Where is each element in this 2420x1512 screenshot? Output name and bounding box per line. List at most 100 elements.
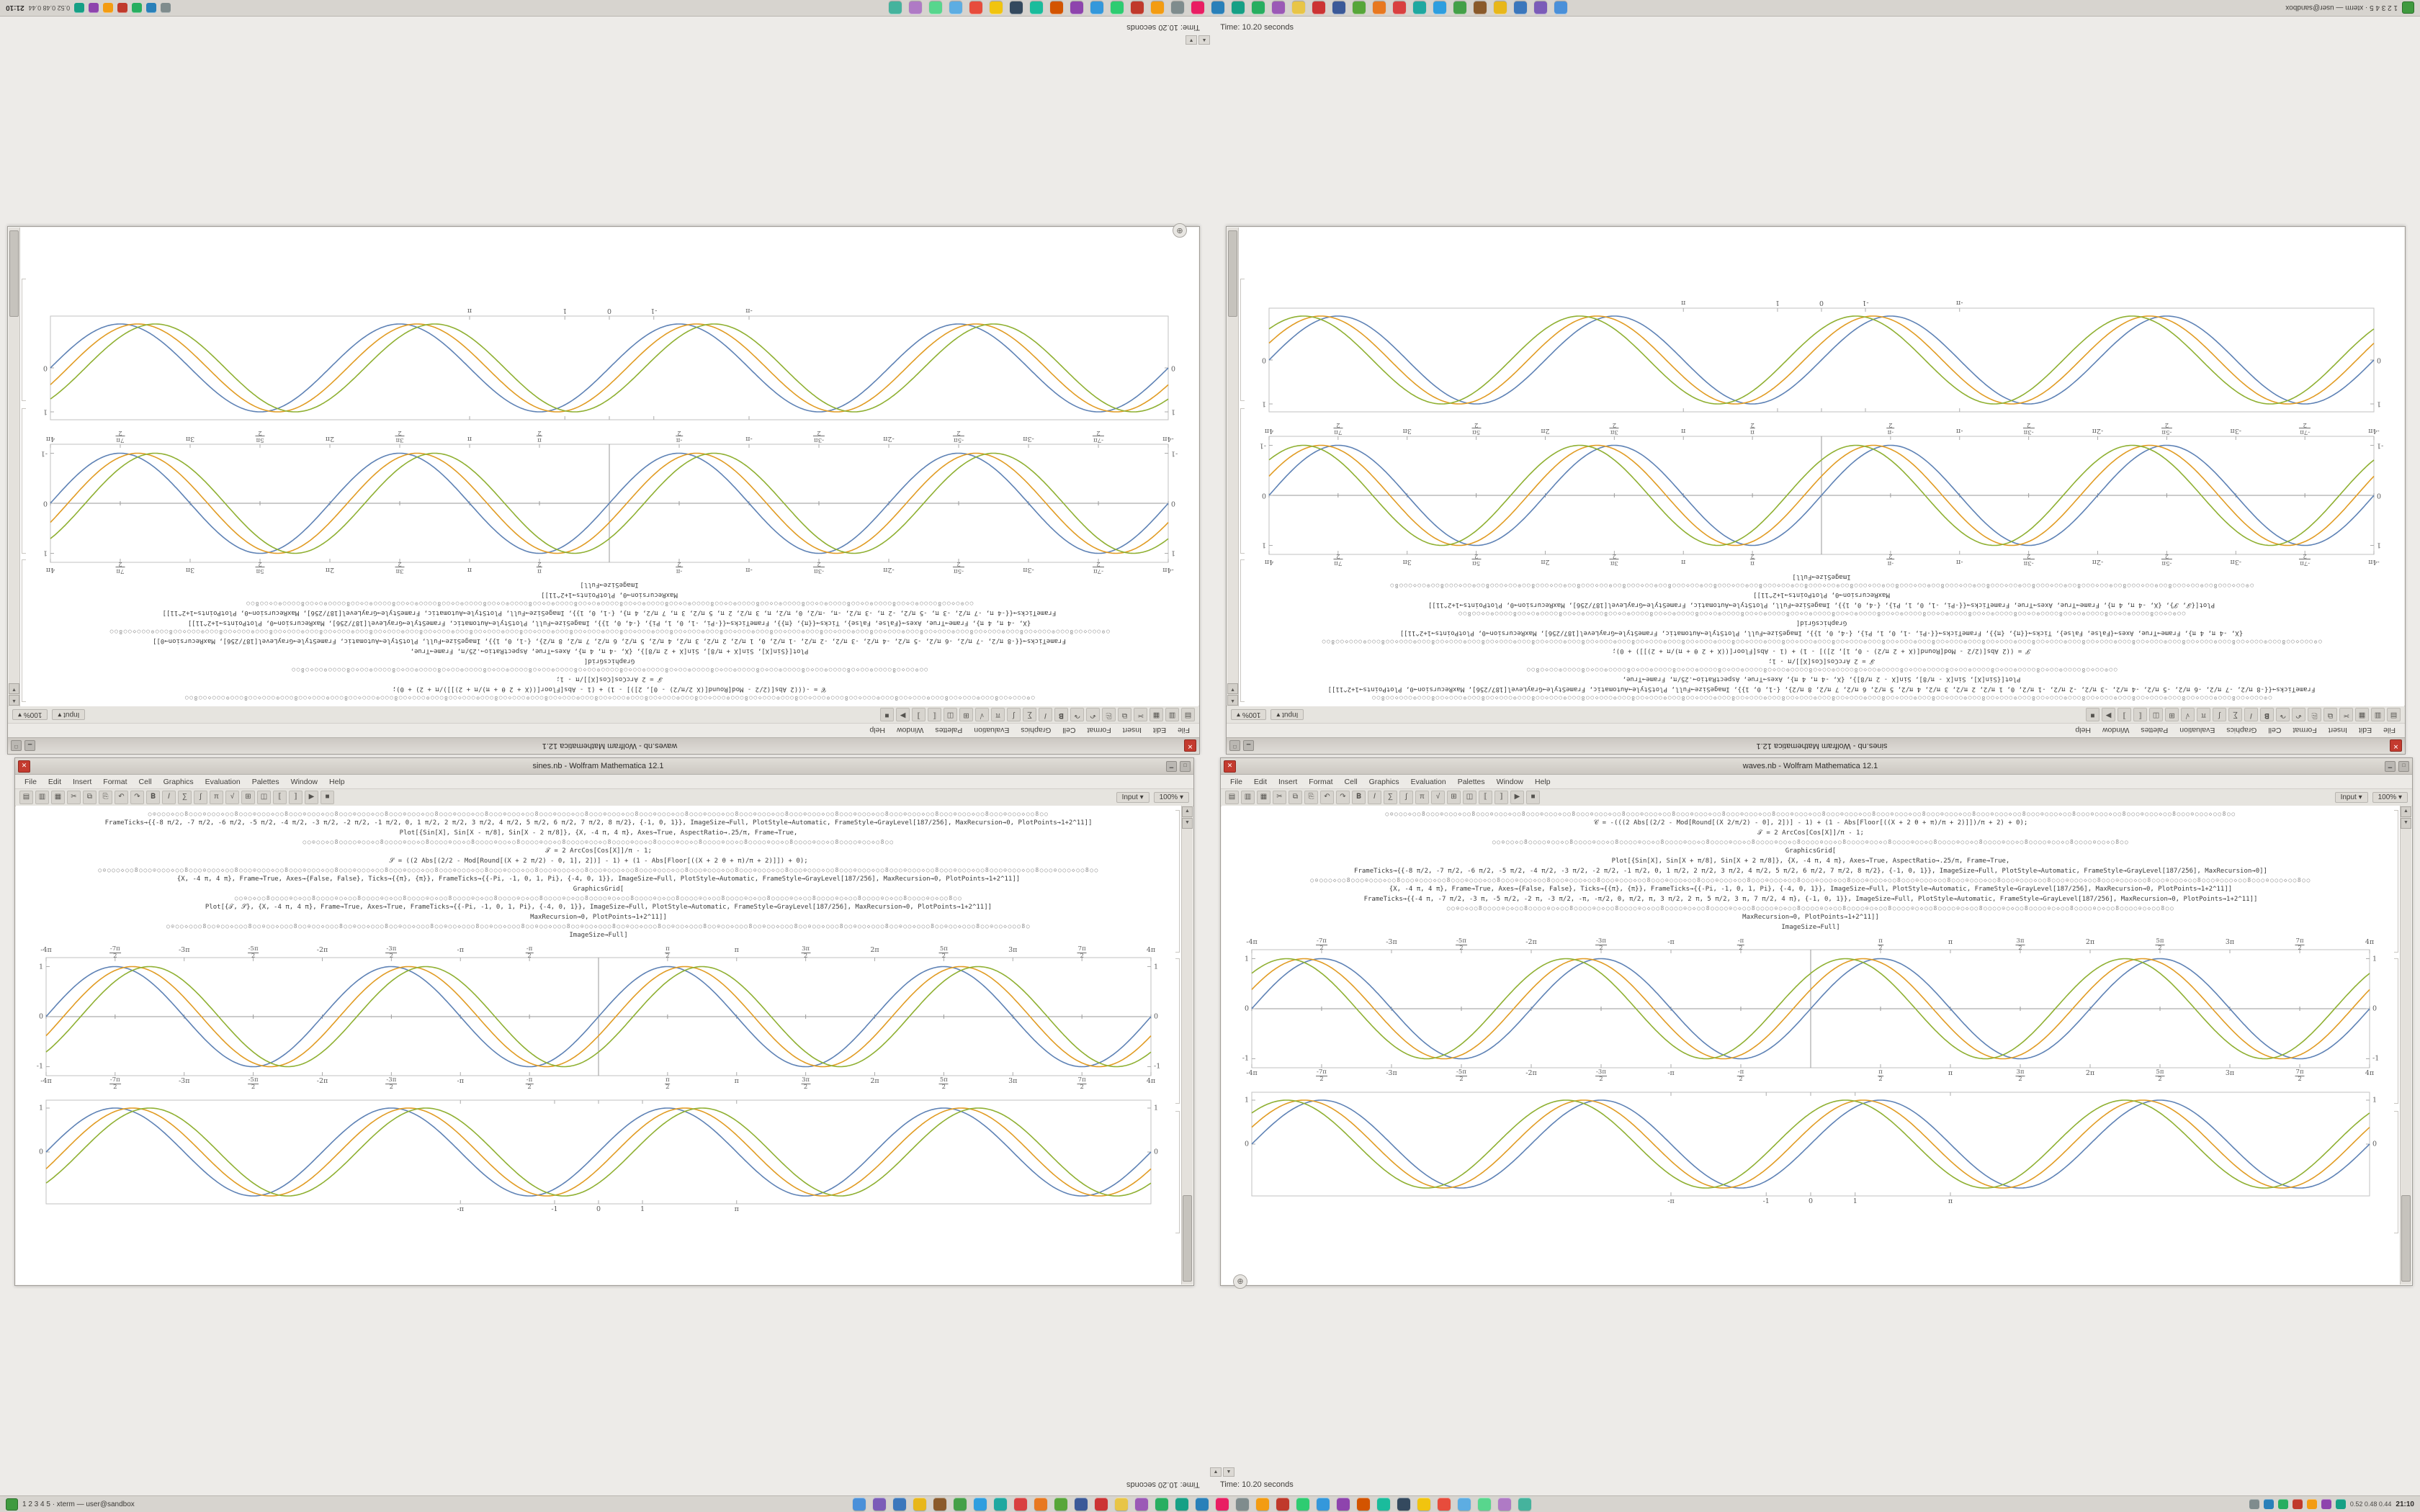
notebook-code-line[interactable]: Plot[{𝒯, 𝒮}, {X, -4 π, 4 π}, Frame→True,… [1428,601,2215,608]
app-icon-26[interactable] [1050,1,1064,14]
menu-item-help[interactable]: Help [2075,726,2091,735]
menu-item-insert[interactable]: Insert [1278,777,1298,786]
notebook-code-line[interactable]: FrameTicks→{{-4 π, -7 π/2, -3 π, -5 π/2,… [162,609,1057,616]
tray-icon-7[interactable] [74,3,85,13]
tray-icon-1[interactable] [2249,1499,2259,1509]
open-icon[interactable]: ▥ [1165,708,1179,721]
abort-icon[interactable]: ■ [1526,791,1540,804]
app-icon-6[interactable] [953,1498,967,1511]
notebook-code-line[interactable]: ImageSize→Full] [580,581,639,588]
bracket-close-icon[interactable]: ⟧ [1494,791,1508,804]
pi-icon[interactable]: π [991,708,1005,721]
sqrt-icon[interactable]: √ [1431,791,1445,804]
cut-icon[interactable]: ✂ [1134,708,1147,721]
pi-icon[interactable]: π [2197,708,2210,721]
menu-item-window[interactable]: Window [896,726,924,735]
pager-down-button[interactable]: ▼ [1223,1467,1234,1477]
menu-item-window[interactable]: Window [2102,726,2130,735]
notebook-content[interactable]: ○⊙○○○◇○○8○○○⊙○○○◇○○8○○○⊙○○○◇○○8○○○⊙○○○◇○… [1239,228,2404,706]
scroll-down-icon[interactable]: ▼ [9,683,19,694]
scrollbar-thumb[interactable] [2401,1195,2411,1282]
app-icon-22[interactable] [1131,1,1144,14]
scrollbar-thumb[interactable] [1228,230,1237,317]
notebook-code-line[interactable]: 𝒯 = 2 ArcCos[Cos[X]]/π - 1; [545,847,652,855]
notebook-code-line[interactable]: ○⊙○○○◇○○8○○○⊙○○○◇○○8○○○⊙○○○◇○○8○○○⊙○○○◇○… [1310,877,2311,883]
zoom-dropdown[interactable]: 100% ▾ [12,709,48,720]
window-titlebar[interactable]: ✕ waves.nb - Wolfram Mathematica 12.1 ▁ … [8,737,1199,754]
pager-up-button[interactable]: ▲ [1210,1467,1222,1477]
tray-icon-1[interactable] [161,3,171,13]
cell-bracket[interactable] [1240,279,1245,401]
notebook-code-line[interactable]: ○○⊙○○◇○8○○○○⊙○○◇○8○○○○⊙○○◇○8○○○○⊙○○◇○8○○… [1525,667,2118,673]
tray-icon-7[interactable] [2335,1499,2346,1509]
notebook-code-line[interactable]: 𝒯 = 2 ArcCos[Cos[X]]/π - 1; [1768,657,1875,665]
bracket-open-icon[interactable]: ⟦ [2133,708,2147,721]
app-icon-11[interactable] [1353,1,1366,14]
notebook-code-line[interactable]: ImageSize→Full] [1792,573,1851,580]
app-icon-18[interactable] [1211,1,1225,14]
sum-icon[interactable]: ∑ [2228,708,2242,721]
app-icon-9[interactable] [1393,1,1407,14]
redo-icon[interactable]: ↷ [1070,708,1084,721]
menu-item-format[interactable]: Format [2293,726,2317,735]
app-icon-32[interactable] [929,1,943,14]
notebook-code-line[interactable]: FrameTicks→{{-4 π, -7 π/2, -3 π, -5 π/2,… [1363,896,2258,903]
menu-item-format[interactable]: Format [1087,726,1111,735]
launcher-icon[interactable] [2402,1,2414,14]
cell-bracket[interactable] [2394,810,2398,953]
matrix-icon[interactable]: ⊞ [241,791,255,804]
app-icon-33[interactable] [909,1,923,14]
notebook-code-line[interactable]: ○○⊙○○◇○8○○○○⊙○○◇○8○○○○⊙○○◇○8○○○○⊙○○◇○8○○… [290,667,928,673]
zoom-dropdown[interactable]: 100% ▾ [1153,792,1189,803]
menu-item-insert[interactable]: Insert [1122,726,1142,735]
app-icon-32[interactable] [1477,1498,1491,1511]
app-icon-23[interactable] [1111,1,1124,14]
app-icon-17[interactable] [1175,1498,1188,1511]
app-icon-5[interactable] [1474,1,1487,14]
italic-icon[interactable]: 𝐼 [2244,708,2258,721]
notebook-code-line[interactable]: ○○⊙○◇○○8○○○○⊙○◇○○8○○○○⊙○◇○○8○○○○⊙○◇○○8○○… [245,600,974,607]
undo-icon[interactable]: ↶ [1086,708,1100,721]
menu-item-format[interactable]: Format [1309,777,1333,786]
notebook-code-line[interactable]: ○○⊙○◇○○8○○○○⊙○◇○○8○○○○⊙○◇○○8○○○○⊙○◇○○8○○… [1446,905,2175,912]
redo-icon[interactable]: ↷ [130,791,144,804]
tray-icon-2[interactable] [146,3,157,13]
cell-bracket[interactable] [1240,559,1245,702]
app-icon-3[interactable] [1514,1,1528,14]
cut-icon[interactable]: ✂ [1273,791,1286,804]
undo-icon[interactable]: ↶ [1320,791,1334,804]
app-icon-12[interactable] [1332,1,1346,14]
desktop-badge-button[interactable]: ⊕ [1173,223,1187,238]
menu-item-format[interactable]: Format [103,777,127,786]
menu-item-window[interactable]: Window [1496,777,1524,786]
maximize-button[interactable]: □ [1180,760,1191,772]
framed-plot-output[interactable]: -π -1 0 1 π 1 1 0 0 [1247,297,2396,416]
paste-icon[interactable]: ⎘ [99,791,112,804]
menu-item-edit[interactable]: Edit [1152,726,1167,735]
save-icon[interactable]: ▦ [1257,791,1270,804]
app-icon-4[interactable] [913,1498,926,1511]
menu-item-graphics[interactable]: Graphics [1021,726,1052,735]
menu-item-help[interactable]: Help [1535,777,1551,786]
notebook-code-line[interactable]: ○⊙○○○◇○○8○○○⊙○○○◇○○8○○○⊙○○○◇○○8○○○⊙○○○◇○… [1321,639,2322,645]
framed-plot-output[interactable]: -π -1 0 1 π 1 1 0 0 [24,1096,1173,1215]
copy-icon[interactable]: ⧉ [2323,708,2337,721]
grid-icon[interactable]: ◫ [257,791,271,804]
close-button[interactable]: ✕ [2390,739,2402,752]
bold-icon[interactable]: 𝐁 [146,791,160,804]
evaluate-icon[interactable]: ▶ [2102,708,2115,721]
notebook-code-line[interactable]: ○⊙○○○◇○○8○○○⊙○○○◇○○8○○○⊙○○○◇○○8○○○⊙○○○◇○… [1371,695,2272,701]
app-icon-27[interactable] [1030,1,1044,14]
menu-item-palettes[interactable]: Palettes [251,777,279,786]
launcher-icon[interactable] [6,1498,18,1511]
italic-icon[interactable]: 𝐼 [162,791,176,804]
axes-plot-output[interactable]: -4π -4π -7π 2 -7π 2 -3π -3π -5π 2 -5π 2 -2π -2π -3π 2 -3… [1230,938,2391,1082]
notebook-code-line[interactable]: 𝒯 = 2 ArcCos[Cos[X]]/π - 1; [556,675,663,683]
notebook-code-line[interactable]: ImageSize→Full] [569,932,628,939]
menu-item-window[interactable]: Window [290,777,318,786]
cell-bracket[interactable] [2394,1111,2398,1233]
axes-plot-output[interactable]: -4π -4π -7π 2 -7π 2 -3π -3π -5π 2 -5π 2 -2π -2π -3π 2 -3… [24,946,1173,1090]
notebook-code-line[interactable]: 𝒞 = -(((2 Abs[(2/2 - Mod[Round[(X 2/π/2)… [392,685,827,693]
menu-item-cell[interactable]: Cell [1344,777,1358,786]
notebook-code-line[interactable]: GraphicsGrid[ [1785,847,1837,855]
